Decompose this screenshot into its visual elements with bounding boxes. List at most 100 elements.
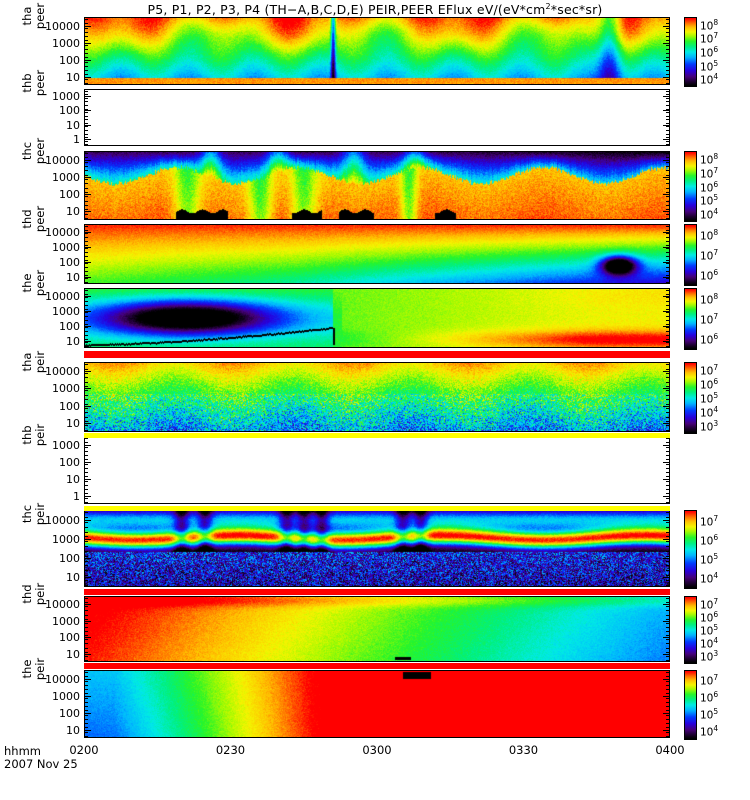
y-tick-mark	[84, 478, 91, 480]
panel-thd-peer-spectrogram	[85, 225, 669, 283]
y-minor-tick	[666, 204, 670, 206]
y-tick-mark	[663, 637, 670, 639]
y-tick-mark	[663, 370, 670, 372]
y-tick-mark	[663, 59, 670, 61]
y-minor-tick	[666, 467, 670, 469]
y-tick-mark	[663, 159, 670, 161]
y-minor-tick	[84, 289, 88, 291]
y-minor-tick	[666, 614, 670, 616]
colorbar-tick-thc-peer-1e4: 104	[700, 207, 719, 222]
y-tick-thb-peer-100: 100	[59, 104, 80, 118]
panel-separator-stripe	[84, 663, 670, 669]
panel-the-peer-spectrogram	[85, 289, 669, 347]
panel-separator-stripe	[84, 351, 670, 358]
y-tick-mark	[663, 695, 670, 697]
y-minor-tick	[84, 459, 88, 461]
y-minor-tick	[666, 377, 670, 379]
y-tick-thd-peer-10000: 10000	[45, 225, 80, 239]
y-minor-tick	[666, 647, 670, 649]
y-tick-mark	[663, 211, 670, 213]
y-tick-thc-peer-10000: 10000	[45, 153, 80, 167]
panel-thb-peer	[84, 89, 670, 146]
y-axis-label-line2: peir	[33, 350, 47, 374]
y-minor-tick	[666, 293, 670, 295]
y-minor-tick	[666, 40, 670, 42]
y-axis-label-line2: peir	[33, 502, 47, 525]
y-minor-tick	[666, 416, 670, 418]
y-tick-mark	[663, 461, 670, 463]
y-minor-tick	[666, 442, 670, 444]
y-minor-tick	[666, 480, 670, 482]
y-minor-tick	[84, 429, 88, 431]
y-tick-mark	[663, 558, 670, 560]
y-minor-tick	[666, 731, 670, 733]
y-minor-tick	[84, 323, 88, 325]
y-minor-tick	[666, 386, 670, 388]
y-minor-tick	[666, 140, 670, 142]
y-tick-thc-peir-100: 100	[59, 552, 80, 566]
y-minor-tick	[84, 174, 88, 176]
y-minor-tick	[84, 693, 88, 695]
y-minor-tick	[666, 626, 670, 628]
y-tick-mark	[84, 59, 91, 61]
y-minor-tick	[666, 735, 670, 737]
y-minor-tick	[666, 196, 670, 198]
y-tick-mark	[663, 577, 670, 579]
y-tick-mark	[663, 42, 670, 44]
y-minor-tick	[666, 255, 670, 257]
y-minor-tick	[84, 651, 88, 653]
y-minor-tick	[84, 94, 88, 96]
y-minor-tick	[666, 187, 670, 189]
y-minor-tick	[666, 166, 670, 168]
y-minor-tick	[84, 209, 88, 211]
y-minor-tick	[84, 723, 88, 725]
y-minor-tick	[84, 480, 88, 482]
y-axis-label-line2: peer	[33, 69, 47, 96]
y-minor-tick	[84, 412, 88, 414]
y-tick-mark	[84, 25, 91, 27]
y-minor-tick	[666, 484, 670, 486]
colorbar-tick-thd-peir-1e7: 107	[700, 596, 719, 612]
x-axis-label: hhmm	[4, 744, 41, 758]
y-minor-tick	[666, 555, 670, 557]
colorbar-tick-tha-peir-1e4: 104	[700, 405, 719, 420]
colorbar-tick-tha-peer-1e8: 108	[700, 17, 719, 33]
y-minor-tick	[84, 74, 88, 76]
y-minor-tick	[666, 463, 670, 465]
y-minor-tick	[666, 689, 670, 691]
y-minor-tick	[84, 65, 88, 67]
y-tick-tha-peir-100: 100	[59, 399, 80, 413]
panel-thb-peer-empty	[85, 90, 669, 145]
y-tick-tha-peir-1000: 1000	[52, 382, 80, 396]
y-minor-tick	[666, 319, 670, 321]
y-minor-tick	[666, 74, 670, 76]
y-tick-mark	[663, 325, 670, 327]
y-tick-mark	[84, 444, 91, 446]
y-minor-tick	[84, 672, 88, 674]
y-minor-tick	[84, 278, 88, 280]
y-tick-mark	[663, 712, 670, 714]
y-minor-tick	[666, 531, 670, 533]
y-minor-tick	[84, 48, 88, 50]
y-minor-tick	[666, 240, 670, 242]
y-tick-mark	[663, 620, 670, 622]
y-minor-tick	[84, 319, 88, 321]
y-tick-mark	[84, 325, 91, 327]
y-tick-mark	[84, 405, 91, 407]
panel-thc-peer-spectrogram	[85, 152, 669, 219]
y-tick-mark	[84, 231, 91, 233]
y-tick-the-peir-100: 100	[59, 706, 80, 720]
colorbar-tick-thc-peir-1e7: 107	[700, 513, 719, 529]
colorbar-tick-the-peir-1e5: 105	[700, 706, 719, 722]
y-tick-mark	[663, 340, 670, 342]
y-minor-tick	[84, 217, 88, 219]
y-tick-thc-peir-1000: 1000	[52, 532, 80, 546]
y-minor-tick	[666, 399, 670, 401]
y-minor-tick	[666, 312, 670, 314]
y-minor-tick	[84, 259, 88, 261]
y-minor-tick	[84, 70, 88, 72]
y-minor-tick	[666, 714, 670, 716]
y-minor-tick	[84, 684, 88, 686]
panel-the-peer-frame	[84, 288, 670, 348]
y-minor-tick	[84, 731, 88, 733]
